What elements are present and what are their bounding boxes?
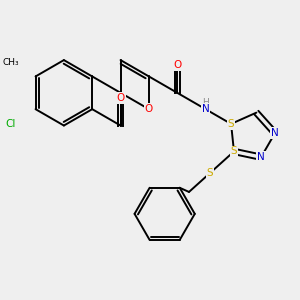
Text: Cl: Cl — [5, 118, 16, 129]
Text: H: H — [202, 98, 209, 107]
Text: N: N — [271, 128, 279, 138]
Text: O: O — [116, 93, 125, 103]
Text: N: N — [257, 152, 265, 162]
Text: S: S — [206, 168, 213, 178]
Text: S: S — [228, 119, 234, 129]
Text: O: O — [173, 60, 182, 70]
Text: S: S — [231, 146, 237, 156]
Text: O: O — [145, 104, 153, 114]
Text: CH₃: CH₃ — [2, 58, 19, 67]
Text: N: N — [202, 104, 209, 114]
